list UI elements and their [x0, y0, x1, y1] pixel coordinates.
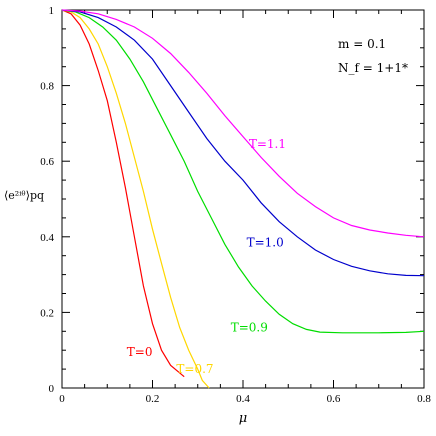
- y-tick-label: 0.6: [40, 156, 54, 168]
- x-tick-label: 0.4: [236, 393, 250, 405]
- x-tick-label: 0.6: [327, 393, 341, 405]
- y-tick-label: 0.4: [40, 232, 54, 244]
- x-tick-label: 0.8: [417, 393, 431, 405]
- series-label-t-0: T=0: [127, 345, 153, 359]
- y-tick-label: 0.2: [40, 307, 54, 319]
- series-labels: T=0 T=0.7 T=0.9 T=1.0 T=1.1: [127, 137, 286, 376]
- series-label-t-1-0: T=1.0: [247, 235, 284, 249]
- x-tick-label: 0.2: [146, 393, 160, 405]
- x-tick-label: 0: [59, 393, 65, 405]
- annotation-mass: m = 0.1: [338, 37, 386, 51]
- y-axis-label: ⟨e²ⁱᶿ⟩pq: [4, 189, 44, 202]
- tick-labels: 0 0.2 0.4 0.6 0.8 0 0.2 0.4 0.6 0.8 1: [40, 5, 431, 405]
- annotation-flavors: N_f = 1+1*: [338, 61, 408, 75]
- series-group: [61, 9, 425, 389]
- series-line-t-0-7: [61, 9, 210, 389]
- series-line-t-1-0: [61, 9, 425, 277]
- series-label-t-0-9: T=0.9: [231, 320, 268, 334]
- series-line-t-1-1: [61, 9, 425, 238]
- series-label-t-0-7: T=0.7: [176, 362, 213, 376]
- series-label-t-1-1: T=1.1: [249, 137, 286, 151]
- series-line-t-0: [61, 9, 185, 378]
- series-line-t-0-9: [61, 9, 425, 334]
- y-tick-label: 0.8: [40, 81, 54, 93]
- y-tick-label: 1: [49, 5, 55, 17]
- x-axis-label: μ: [239, 411, 247, 426]
- y-tick-label: 0: [49, 383, 55, 395]
